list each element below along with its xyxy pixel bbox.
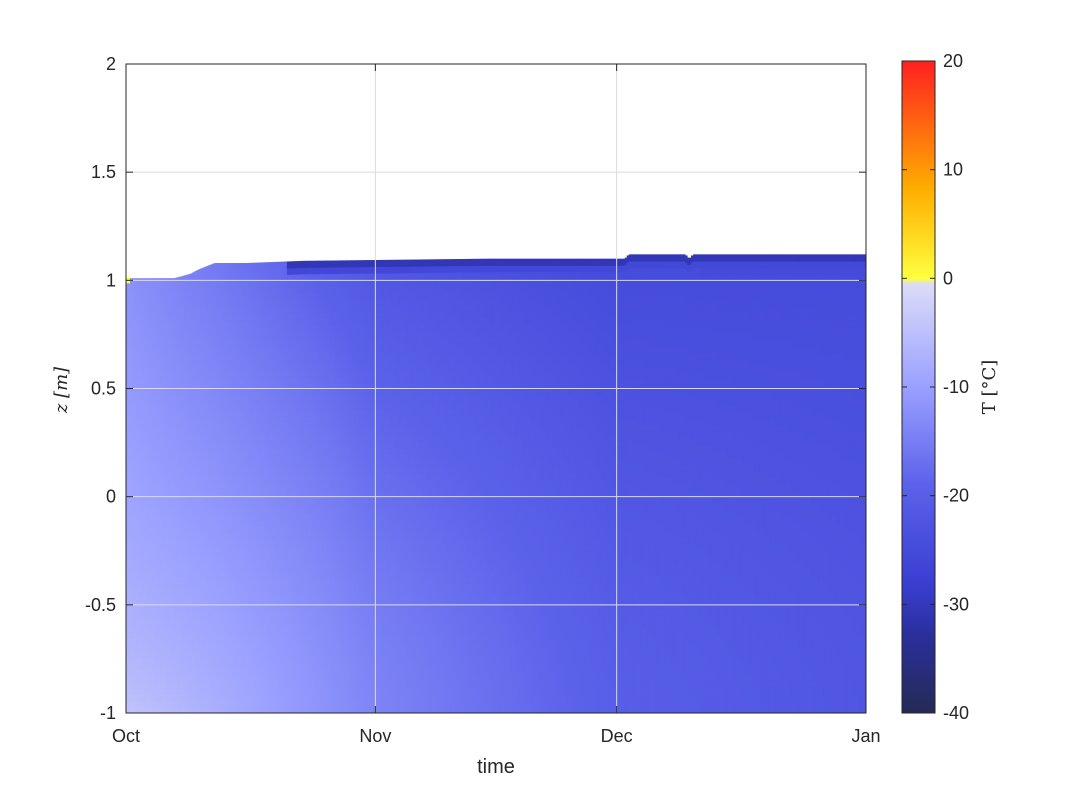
heatmap-area bbox=[126, 254, 867, 713]
